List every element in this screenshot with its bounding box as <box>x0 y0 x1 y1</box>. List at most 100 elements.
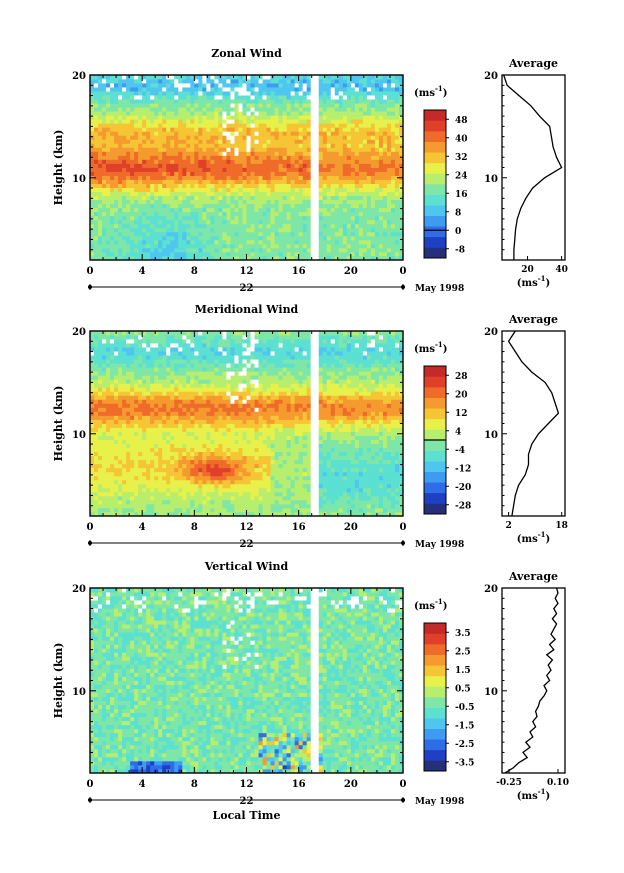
zonal-cell <box>98 203 103 209</box>
meridional-cell <box>94 455 99 461</box>
zonal-cell <box>98 119 103 124</box>
zonal-cell <box>98 115 103 120</box>
zonal-cell <box>266 139 271 144</box>
zonal-cell <box>126 147 131 152</box>
zonal-cell <box>186 99 191 104</box>
zonal-cell <box>122 211 127 217</box>
meridional-cell <box>138 487 143 493</box>
zonal-cell <box>166 183 171 189</box>
meridional-cell <box>170 447 175 453</box>
zonal-cell <box>222 211 227 217</box>
zonal-cell <box>314 111 320 116</box>
zonal-cell <box>318 123 324 128</box>
zonal-cell <box>346 243 352 249</box>
meridional-cell <box>134 359 139 364</box>
meridional-cell <box>150 371 155 376</box>
zonal-cell <box>198 231 203 237</box>
meridional-cell <box>106 427 111 432</box>
zonal-cell <box>310 143 316 148</box>
meridional-cell <box>166 487 171 493</box>
meridional-cell <box>106 451 111 457</box>
zonal-cell <box>146 159 151 164</box>
meridional-cell <box>94 495 99 501</box>
meridional-cell <box>162 499 167 505</box>
zonal-cell <box>214 227 219 233</box>
zonal-cell <box>266 199 271 205</box>
zonal-cell <box>162 123 167 128</box>
zonal-cell <box>282 99 288 104</box>
zonal-cell <box>154 203 159 209</box>
zonal-cell <box>130 151 135 156</box>
meridional-cell <box>122 375 127 380</box>
zonal-cell <box>230 203 235 209</box>
zonal-cell <box>94 167 99 172</box>
zonal-cell <box>314 95 320 100</box>
zonal-cell <box>246 91 251 96</box>
zonal-cell <box>214 207 219 213</box>
meridional-cell <box>194 447 199 453</box>
zonal-cell <box>130 111 135 116</box>
zonal-cell <box>298 171 304 176</box>
zonal-cell <box>102 195 107 201</box>
zonal-cell <box>202 163 207 168</box>
zonal-cell <box>362 211 368 217</box>
zonal-cell <box>94 107 99 112</box>
meridional-cell <box>182 471 187 477</box>
meridional-cell <box>146 495 151 501</box>
meridional-cell <box>110 411 115 416</box>
zonal-cell <box>370 131 376 136</box>
zonal-cell <box>290 183 296 189</box>
zonal-cell <box>154 143 159 148</box>
zonal-cell <box>214 231 219 237</box>
meridional-cell <box>106 387 111 392</box>
zonal-cell <box>158 183 163 189</box>
meridional-cell <box>114 439 119 445</box>
meridional-cell <box>126 371 131 376</box>
meridional-cell <box>178 427 183 432</box>
meridional-cell <box>174 411 179 416</box>
zonal-cell <box>198 83 203 88</box>
zonal-cell <box>98 123 103 128</box>
meridional-cell <box>102 511 107 517</box>
meridional-cell <box>182 375 187 380</box>
zonal-cell <box>206 135 211 140</box>
zonal-cell <box>226 179 231 184</box>
zonal-cell <box>378 187 384 193</box>
zonal-cell <box>206 183 211 189</box>
zonal-cell <box>102 219 107 225</box>
meridional-cell <box>170 379 175 384</box>
zonal-cell <box>242 151 247 156</box>
meridional-cell <box>126 487 131 493</box>
zonal-cell <box>350 131 356 136</box>
zonal-cell <box>290 231 296 237</box>
zonal-cell <box>374 247 380 253</box>
zonal-cell <box>310 215 316 221</box>
meridional-cell <box>170 507 175 513</box>
meridional-cell <box>142 439 147 445</box>
zonal-cell <box>266 103 271 108</box>
meridional-cell <box>138 351 143 356</box>
zonal-cell <box>270 107 275 112</box>
zonal-cell <box>246 191 251 197</box>
zonal-cell <box>106 255 111 261</box>
zonal-cell <box>174 239 179 245</box>
zonal-cell <box>318 235 324 241</box>
zonal-cell <box>238 111 243 116</box>
zonal-cell <box>230 223 235 229</box>
zonal-cell <box>202 235 207 241</box>
meridional-cell <box>134 491 139 497</box>
meridional-cell <box>146 447 151 453</box>
zonal-cell <box>226 87 231 92</box>
zonal-cell <box>242 139 247 144</box>
day-axis-dot <box>401 285 405 289</box>
meridional-cell <box>134 495 139 501</box>
meridional-cell <box>146 507 151 513</box>
zonal-cell <box>138 147 143 152</box>
zonal-cell <box>222 87 227 92</box>
meridional-cell <box>94 419 99 424</box>
meridional-cell <box>126 399 131 404</box>
zonal-cell <box>170 219 175 225</box>
zonal-cell <box>194 143 199 148</box>
zonal-cell <box>330 83 336 88</box>
zonal-cell <box>262 215 267 221</box>
